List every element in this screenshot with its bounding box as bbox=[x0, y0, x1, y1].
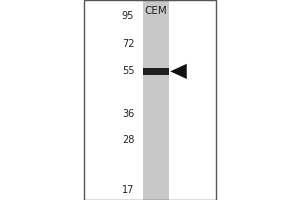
Text: CEM: CEM bbox=[145, 6, 167, 16]
Text: 72: 72 bbox=[122, 39, 134, 49]
Bar bbox=[143, 68, 169, 75]
Text: 17: 17 bbox=[122, 185, 134, 195]
Text: 55: 55 bbox=[122, 66, 134, 76]
Polygon shape bbox=[170, 64, 187, 79]
Bar bbox=[84, 0, 216, 200]
Text: 28: 28 bbox=[122, 135, 134, 145]
Text: 36: 36 bbox=[122, 109, 134, 119]
Text: 95: 95 bbox=[122, 11, 134, 21]
Bar bbox=[143, 0, 169, 200]
